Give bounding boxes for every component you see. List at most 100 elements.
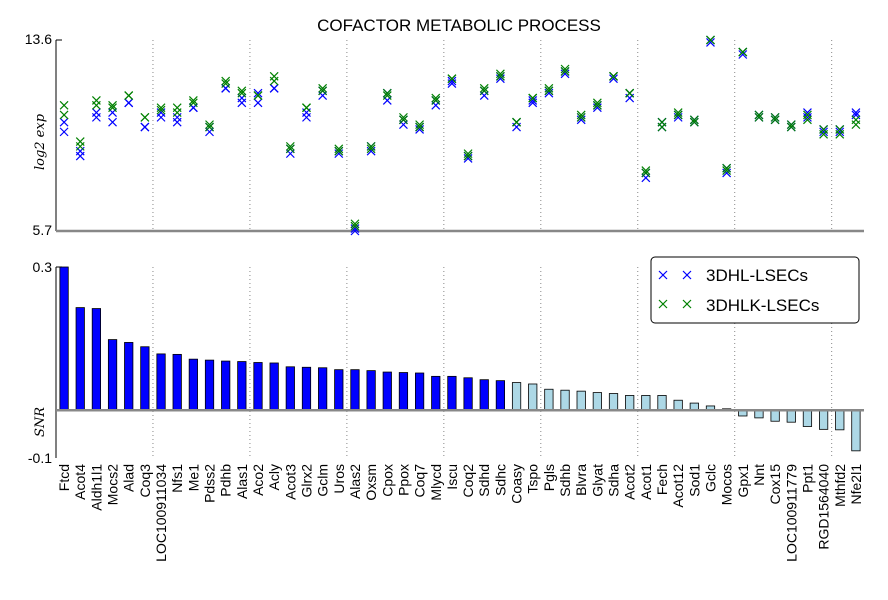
3dhlk-marker bbox=[366, 144, 376, 154]
3dhlk-marker bbox=[366, 141, 376, 151]
category-label: LOC100911034 bbox=[153, 464, 169, 562]
category-label: Tspo bbox=[525, 464, 541, 494]
3dhlk-marker bbox=[350, 219, 360, 229]
3dhlk-marker bbox=[399, 115, 408, 125]
3dhlk-marker bbox=[253, 91, 263, 101]
bottom-y-tick-max: 0.3 bbox=[33, 259, 53, 275]
snr-bar bbox=[463, 377, 473, 411]
snr-bar bbox=[447, 375, 457, 411]
snr-bar bbox=[204, 359, 215, 411]
category-label: Nfs1 bbox=[169, 464, 185, 493]
snr-bar bbox=[285, 366, 295, 411]
3dhl-marker bbox=[59, 117, 69, 127]
snr-bar-panel: 0.3 -0.1 SNR Ftcd Acot4 Aldh1l1 Mocs2 Alad Co… bbox=[28, 256, 864, 562]
3dhlk-marker bbox=[318, 86, 328, 96]
snr-bar bbox=[124, 342, 134, 411]
bottom-y-tick-min: -0.1 bbox=[28, 450, 52, 466]
category-label: Acot4 bbox=[72, 464, 88, 500]
3dhlk-marker bbox=[770, 115, 780, 125]
snr-bar bbox=[511, 382, 522, 411]
bottom-y-axis-label: SNR bbox=[33, 407, 48, 437]
bottom-axes bbox=[55, 266, 864, 458]
category-label: LOC100911779 bbox=[783, 464, 799, 562]
snr-bar bbox=[253, 362, 263, 411]
3dhl-marker bbox=[447, 76, 457, 86]
snr-bar bbox=[818, 409, 829, 430]
snr-bar bbox=[560, 389, 570, 411]
chart-title: COFACTOR METABOLIC PROCESS bbox=[317, 16, 601, 35]
category-label: Uros bbox=[331, 464, 347, 494]
category-label: Pgls bbox=[541, 464, 557, 491]
category-label: Iscu bbox=[444, 464, 460, 490]
3dhlk-marker bbox=[738, 47, 748, 57]
category-label: Mthfd2 bbox=[832, 464, 848, 507]
3dhl-marker bbox=[59, 127, 69, 137]
3dhlk-marker bbox=[415, 122, 425, 132]
snr-bar bbox=[221, 360, 231, 411]
snr-bar bbox=[592, 392, 602, 411]
snr-bar bbox=[59, 266, 69, 411]
3dhlk-marker bbox=[91, 96, 101, 105]
snr-bars bbox=[59, 266, 861, 452]
3dhl-marker bbox=[851, 108, 861, 117]
snr-bar bbox=[269, 362, 279, 411]
legend: 3DHL-LSECs 3DHLK-LSECs bbox=[650, 256, 860, 324]
snr-bar bbox=[382, 371, 392, 411]
category-label: Alas1 bbox=[234, 464, 250, 499]
category-label: Coasy bbox=[509, 464, 525, 504]
3dhlk-marker bbox=[463, 149, 473, 159]
expression-scatter-panel: COFACTOR METABOLIC PROCESS 13.6 5.7 log2… bbox=[25, 16, 864, 238]
snr-bar bbox=[835, 409, 845, 431]
3dhlk-marker bbox=[722, 166, 732, 175]
3dhlk-marker bbox=[221, 79, 231, 88]
legend-box bbox=[650, 256, 860, 324]
category-label: Pdss2 bbox=[202, 464, 218, 503]
category-label: Ftcd bbox=[56, 464, 72, 491]
category-label: Blvra bbox=[573, 464, 589, 496]
3dhlk-marker bbox=[399, 112, 408, 122]
3dhl-marker bbox=[528, 96, 538, 105]
3dhlk-marker bbox=[786, 120, 796, 130]
snr-bar bbox=[479, 379, 489, 411]
3dhlk-marker bbox=[592, 100, 602, 110]
3dhlk-marker bbox=[237, 88, 247, 98]
category-label: Sdha bbox=[606, 464, 622, 497]
category-label: Mlycd bbox=[428, 464, 444, 501]
3dhlk-marker bbox=[382, 88, 392, 98]
3dhlk-marker bbox=[334, 146, 344, 156]
category-label: Sod1 bbox=[686, 464, 702, 497]
category-label: Glrx2 bbox=[298, 464, 314, 498]
3dhlk-marker bbox=[592, 98, 602, 108]
category-label: Gclm bbox=[315, 464, 331, 497]
3dhl-marker bbox=[108, 117, 117, 127]
3dhl-marker bbox=[819, 127, 829, 137]
3dhlk-marker bbox=[495, 71, 505, 81]
snr-bar bbox=[576, 390, 586, 411]
3dhlk-marker bbox=[625, 88, 635, 98]
category-label: Aldh1l1 bbox=[88, 464, 104, 511]
3dhl-marker bbox=[253, 88, 263, 98]
category-label: Coq7 bbox=[412, 464, 428, 498]
snr-bar bbox=[318, 367, 328, 411]
3dhlk-marker bbox=[512, 117, 521, 127]
3dhlk-marker bbox=[463, 151, 473, 161]
category-label: Cox15 bbox=[767, 464, 783, 505]
3dhlk-marker bbox=[188, 98, 198, 108]
3dhlk-marker bbox=[350, 221, 360, 231]
3dhlk-marker bbox=[172, 103, 182, 113]
3dhlk-marker bbox=[479, 83, 489, 93]
3dhlk-marker bbox=[221, 76, 231, 86]
snr-bar bbox=[657, 395, 667, 411]
category-label: Alad bbox=[121, 464, 137, 492]
category-label: Me1 bbox=[185, 464, 201, 491]
snr-bar bbox=[75, 307, 85, 411]
3dhl-marker bbox=[738, 50, 748, 59]
3dhlk-marker bbox=[431, 96, 441, 105]
snr-bar bbox=[237, 361, 247, 411]
3dhlk-marker bbox=[609, 71, 618, 81]
category-label: Aco2 bbox=[250, 464, 266, 496]
category-label: Acot1 bbox=[638, 464, 654, 500]
legend-label-3dhlk: 3DHLK-LSECs bbox=[706, 296, 819, 315]
3dhlk-marker bbox=[334, 144, 344, 154]
